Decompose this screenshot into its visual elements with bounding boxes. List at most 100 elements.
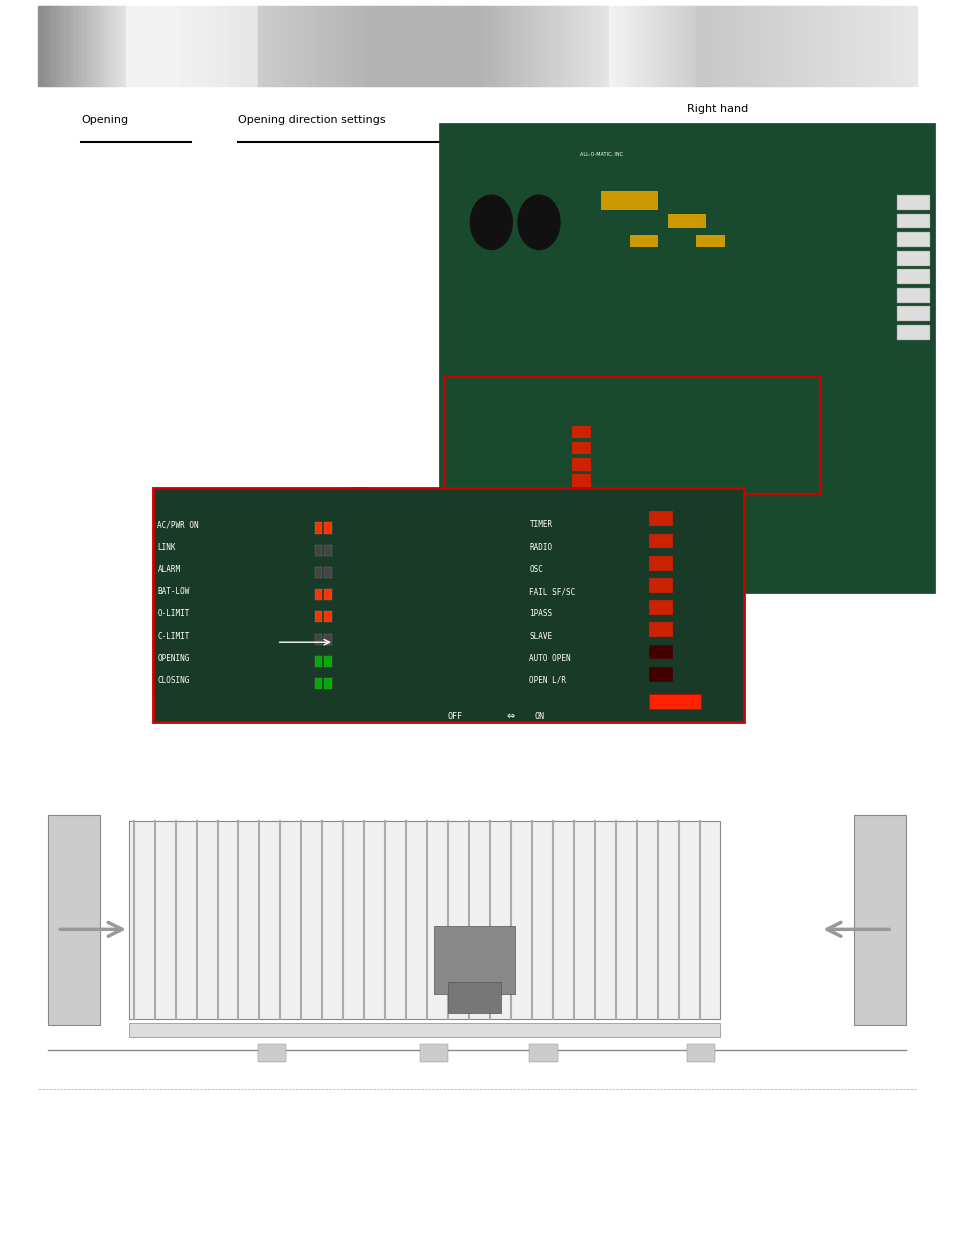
Bar bbox=[222, 6, 228, 86]
Circle shape bbox=[470, 195, 512, 249]
Bar bbox=[139, 6, 144, 86]
Circle shape bbox=[517, 195, 559, 249]
Bar bbox=[564, 6, 570, 86]
Text: Opening: Opening bbox=[81, 115, 128, 125]
Bar bbox=[581, 6, 587, 86]
Bar bbox=[227, 6, 232, 86]
Bar bbox=[448, 982, 500, 1013]
Bar bbox=[434, 926, 515, 994]
Bar bbox=[686, 1044, 715, 1062]
Bar bbox=[104, 6, 110, 86]
Bar bbox=[573, 6, 578, 86]
Bar bbox=[600, 191, 658, 210]
Bar bbox=[757, 6, 762, 86]
Bar bbox=[419, 6, 425, 86]
Bar bbox=[525, 6, 530, 86]
Bar bbox=[722, 6, 727, 86]
Bar bbox=[910, 6, 916, 86]
Bar bbox=[65, 6, 70, 86]
Bar bbox=[437, 6, 442, 86]
Bar bbox=[827, 6, 833, 86]
Bar bbox=[481, 6, 486, 86]
Text: CLOSING: CLOSING bbox=[157, 676, 190, 685]
Bar bbox=[433, 6, 438, 86]
Bar bbox=[744, 6, 749, 86]
Bar bbox=[810, 6, 815, 86]
Bar bbox=[156, 6, 162, 86]
Bar bbox=[696, 235, 724, 247]
Bar bbox=[630, 6, 636, 86]
Bar bbox=[853, 815, 905, 1025]
Text: SLAVE: SLAVE bbox=[529, 631, 552, 641]
Bar bbox=[657, 6, 661, 86]
Bar bbox=[858, 6, 863, 86]
Bar bbox=[629, 235, 658, 247]
Bar bbox=[350, 6, 355, 86]
Bar bbox=[183, 6, 188, 86]
Bar bbox=[406, 6, 412, 86]
Bar bbox=[296, 6, 302, 86]
Bar bbox=[572, 426, 591, 438]
Bar bbox=[726, 6, 732, 86]
Bar bbox=[328, 6, 333, 86]
Bar bbox=[51, 6, 56, 86]
Text: ALL-O-MATIC, INC: ALL-O-MATIC, INC bbox=[578, 152, 622, 157]
Bar bbox=[696, 6, 701, 86]
Bar bbox=[170, 6, 175, 86]
Bar bbox=[647, 6, 653, 86]
Bar bbox=[367, 6, 373, 86]
Bar bbox=[893, 6, 899, 86]
Bar bbox=[591, 6, 596, 86]
Bar bbox=[324, 611, 332, 622]
Bar bbox=[643, 6, 648, 86]
Bar bbox=[340, 6, 346, 86]
Bar bbox=[324, 589, 332, 600]
Bar bbox=[648, 667, 672, 682]
Text: RADIO: RADIO bbox=[529, 542, 552, 552]
Bar bbox=[43, 6, 48, 86]
Bar bbox=[389, 6, 395, 86]
Bar bbox=[318, 6, 324, 86]
Text: AUTO OPEN: AUTO OPEN bbox=[529, 653, 571, 663]
Bar bbox=[503, 6, 508, 86]
Bar bbox=[551, 6, 557, 86]
Bar bbox=[779, 6, 784, 86]
Text: Opening direction settings: Opening direction settings bbox=[238, 115, 386, 125]
Bar bbox=[748, 6, 754, 86]
Bar bbox=[572, 490, 591, 503]
Bar bbox=[55, 6, 61, 86]
Bar bbox=[314, 656, 322, 667]
Text: ON: ON bbox=[534, 711, 543, 721]
Bar bbox=[648, 556, 672, 571]
Bar bbox=[788, 6, 793, 86]
Bar bbox=[336, 6, 341, 86]
Bar bbox=[775, 6, 780, 86]
Bar bbox=[397, 6, 403, 86]
Bar bbox=[235, 6, 241, 86]
Bar bbox=[849, 6, 855, 86]
Bar bbox=[314, 522, 322, 534]
Bar bbox=[271, 6, 275, 86]
Bar bbox=[152, 6, 157, 86]
Bar bbox=[38, 6, 44, 86]
Bar bbox=[384, 6, 390, 86]
Bar bbox=[507, 6, 513, 86]
Bar bbox=[109, 6, 113, 86]
Bar bbox=[314, 634, 322, 645]
Bar bbox=[82, 6, 88, 86]
Bar bbox=[284, 6, 289, 86]
Bar bbox=[635, 6, 639, 86]
Bar bbox=[143, 6, 149, 86]
Bar bbox=[648, 600, 672, 615]
Bar bbox=[731, 6, 736, 86]
Bar bbox=[323, 6, 329, 86]
Bar bbox=[735, 6, 740, 86]
Text: C-LIMIT: C-LIMIT bbox=[157, 631, 190, 641]
Bar bbox=[896, 269, 929, 284]
Bar bbox=[218, 6, 223, 86]
Bar bbox=[47, 6, 52, 86]
Bar bbox=[687, 6, 692, 86]
Bar bbox=[472, 6, 477, 86]
Bar bbox=[314, 545, 322, 556]
Bar bbox=[718, 6, 723, 86]
